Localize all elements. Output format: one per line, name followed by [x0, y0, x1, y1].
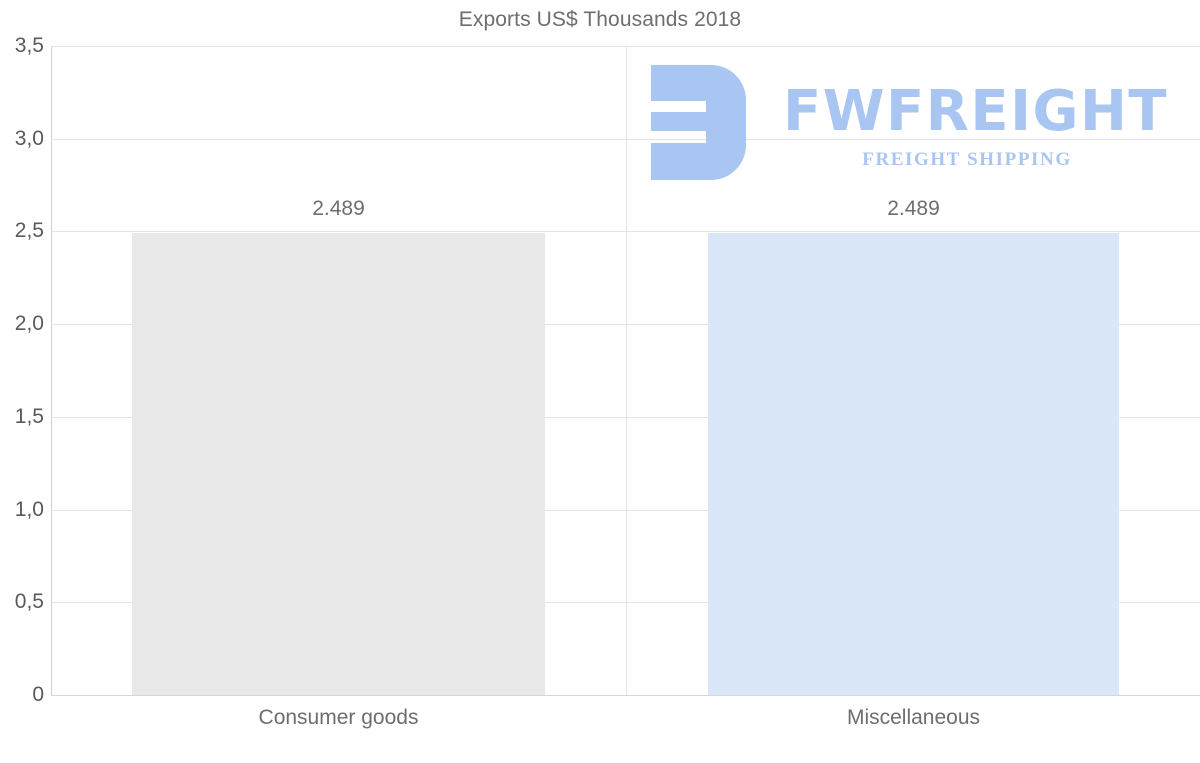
chart-title: Exports US$ Thousands 2018 [458, 8, 742, 31]
gridline [51, 231, 1200, 233]
y-axis-tick-label: 2,5 [14, 219, 44, 243]
y-axis-tick-label: 2,0 [14, 312, 44, 336]
y-axis-line [51, 46, 52, 696]
x-axis-category-label: Miscellaneous [846, 706, 981, 729]
plot-area [51, 46, 1200, 696]
y-axis-tick-label: 1,0 [14, 497, 44, 521]
x-axis-category-label: Consumer goods [258, 706, 419, 729]
y-axis-tick-label: 0 [32, 683, 44, 706]
bar-consumer-goods[interactable] [132, 233, 545, 695]
gridline [51, 324, 1200, 326]
gridline [51, 509, 1200, 511]
y-axis-tick-label: 1,5 [14, 404, 44, 428]
bar-value-label: 2.489 [887, 197, 940, 221]
vertical-gridline [626, 46, 627, 695]
gridline [51, 416, 1200, 418]
y-axis-tick-label: 0,5 [14, 590, 44, 614]
y-axis-tick-label: 3,0 [14, 126, 44, 150]
gridline [51, 138, 1200, 140]
gridline [51, 46, 1200, 47]
bar-value-label: 2.489 [312, 197, 365, 221]
gridline [51, 695, 1200, 696]
y-axis-tick-label: 3,5 [14, 34, 44, 57]
bar-miscellaneous[interactable] [708, 233, 1119, 695]
gridline [51, 602, 1200, 604]
